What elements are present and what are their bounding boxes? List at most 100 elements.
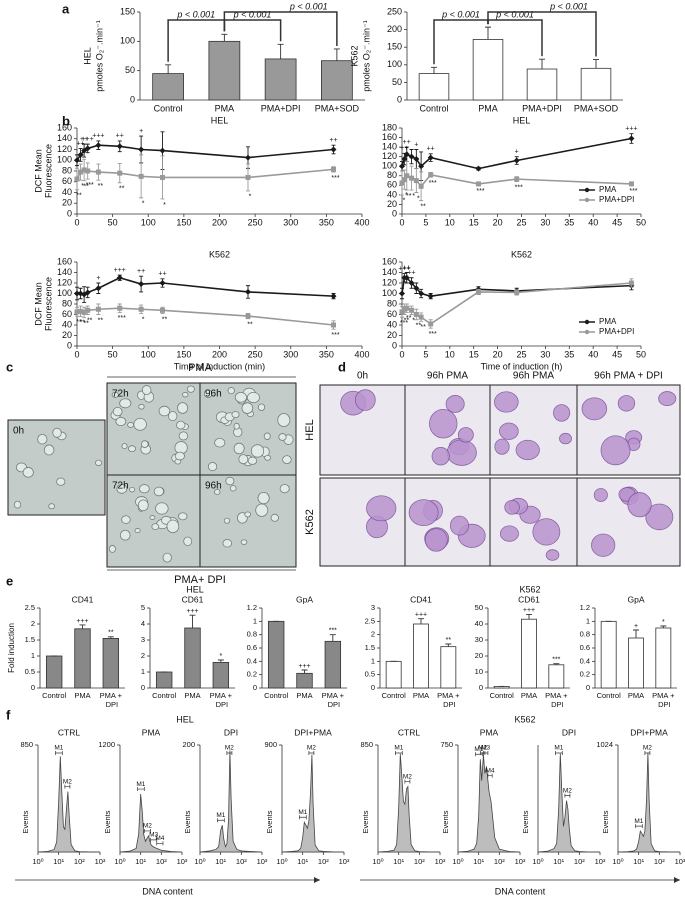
gate <box>404 779 411 784</box>
x-tick-label: 100 <box>141 217 156 227</box>
cell <box>457 427 474 443</box>
cell <box>231 411 240 418</box>
significance: ** <box>420 203 426 210</box>
y-tick-label: 120 <box>57 144 72 154</box>
gate-label: M1 <box>554 745 563 752</box>
significance: + <box>96 275 100 282</box>
cell <box>257 491 270 505</box>
gate <box>217 818 225 823</box>
significance: * <box>412 317 415 324</box>
x-tick-label: Control <box>490 691 515 700</box>
y-tick-label: 1.2 <box>580 603 590 612</box>
y-tick-label: 20 <box>387 330 397 340</box>
x-tick-label: 50 <box>636 217 646 227</box>
significance: +++ <box>625 126 637 133</box>
x-tick-label: PMA <box>478 103 498 113</box>
significance: +++ <box>398 265 410 272</box>
x-tick-label: Control <box>42 691 67 700</box>
x-tick-label: 30 <box>540 217 550 227</box>
cell <box>499 525 519 542</box>
marker <box>409 175 415 181</box>
cell <box>178 431 189 441</box>
gate <box>555 751 563 755</box>
comparison-label: p < 0.001 <box>495 9 534 19</box>
cell <box>225 476 235 486</box>
legend-label: PMA <box>599 317 617 326</box>
y-axis-label: HEL <box>82 47 92 65</box>
significance: ** <box>98 183 104 190</box>
y-axis-label: Events <box>601 810 610 833</box>
y-tick-label: 850 <box>360 740 373 749</box>
bar <box>267 620 285 689</box>
cell <box>408 499 439 527</box>
y-tick-label: 750 <box>440 740 453 749</box>
comparison-label: p < 0.001 <box>441 9 480 19</box>
x-tick-label: 10² <box>318 857 329 866</box>
error-bar <box>418 618 424 624</box>
cell <box>214 437 226 448</box>
chart-title: PMA <box>142 727 161 737</box>
chart-title: CTRL <box>398 727 420 737</box>
x-tick-label: 20 <box>493 217 503 227</box>
y-tick-label: 3 <box>141 635 145 644</box>
y-tick-label: 160 <box>382 256 397 266</box>
cell <box>617 395 636 412</box>
marker <box>159 280 166 286</box>
marker <box>514 176 520 182</box>
y-tick-label: 40 <box>475 619 483 628</box>
marker <box>418 183 424 189</box>
x-tick-label: 10³ <box>339 857 350 866</box>
significance: ** <box>76 193 82 200</box>
y-tick-label: 120 <box>382 151 397 161</box>
significance: *** <box>331 332 339 339</box>
marker <box>81 167 87 173</box>
y-tick-label: 50 <box>392 77 402 87</box>
y-tick-label: 80 <box>387 298 397 308</box>
gate <box>635 824 643 829</box>
arrow-head <box>674 877 680 883</box>
y-tick-label: 1 <box>586 616 590 625</box>
significance: ** <box>119 186 125 193</box>
y-tick-label: 160 <box>57 256 72 266</box>
marker <box>245 154 251 161</box>
marker <box>331 322 336 328</box>
cell <box>354 389 376 411</box>
significance: ** <box>416 323 422 330</box>
x-tick-label: PMA + DPI <box>322 691 345 709</box>
cell <box>37 433 48 445</box>
cell <box>233 422 240 430</box>
chart-title: K562 <box>209 249 230 259</box>
chart-title: DPI+PMA <box>630 727 668 737</box>
x-tick-label: 100 <box>141 349 156 359</box>
y-tick-label: 160 <box>382 132 397 142</box>
significance: *** <box>552 657 560 664</box>
cell <box>115 416 127 427</box>
significance: +++ <box>186 608 198 615</box>
y-tick-label: 1.5 <box>365 643 375 652</box>
x-tick-label: 250 <box>248 349 263 359</box>
cell <box>499 422 519 440</box>
x-tick-label: 350 <box>319 349 334 359</box>
x-axis-label: DNA content <box>495 886 546 896</box>
y-tick-label: 40 <box>387 189 397 199</box>
y-tick-label: 180 <box>382 122 397 132</box>
x-tick-label: 10³ <box>595 857 606 866</box>
cell <box>158 405 171 417</box>
gate-label: M2 <box>63 778 72 785</box>
significance: *** <box>629 188 637 195</box>
significance: ** <box>98 317 104 324</box>
cell <box>424 528 448 552</box>
chart-title: K562 <box>511 249 532 259</box>
marker <box>418 290 425 297</box>
cell <box>43 444 55 456</box>
y-tick-label: 100 <box>382 161 397 171</box>
bar <box>152 73 184 101</box>
cell <box>515 439 540 461</box>
y-tick-label: 60 <box>62 309 72 319</box>
x-tick-label: PMA + DPI <box>210 691 233 709</box>
gate-label: M3 <box>149 832 158 839</box>
cell <box>600 435 631 466</box>
x-tick-label: 150 <box>176 217 191 227</box>
